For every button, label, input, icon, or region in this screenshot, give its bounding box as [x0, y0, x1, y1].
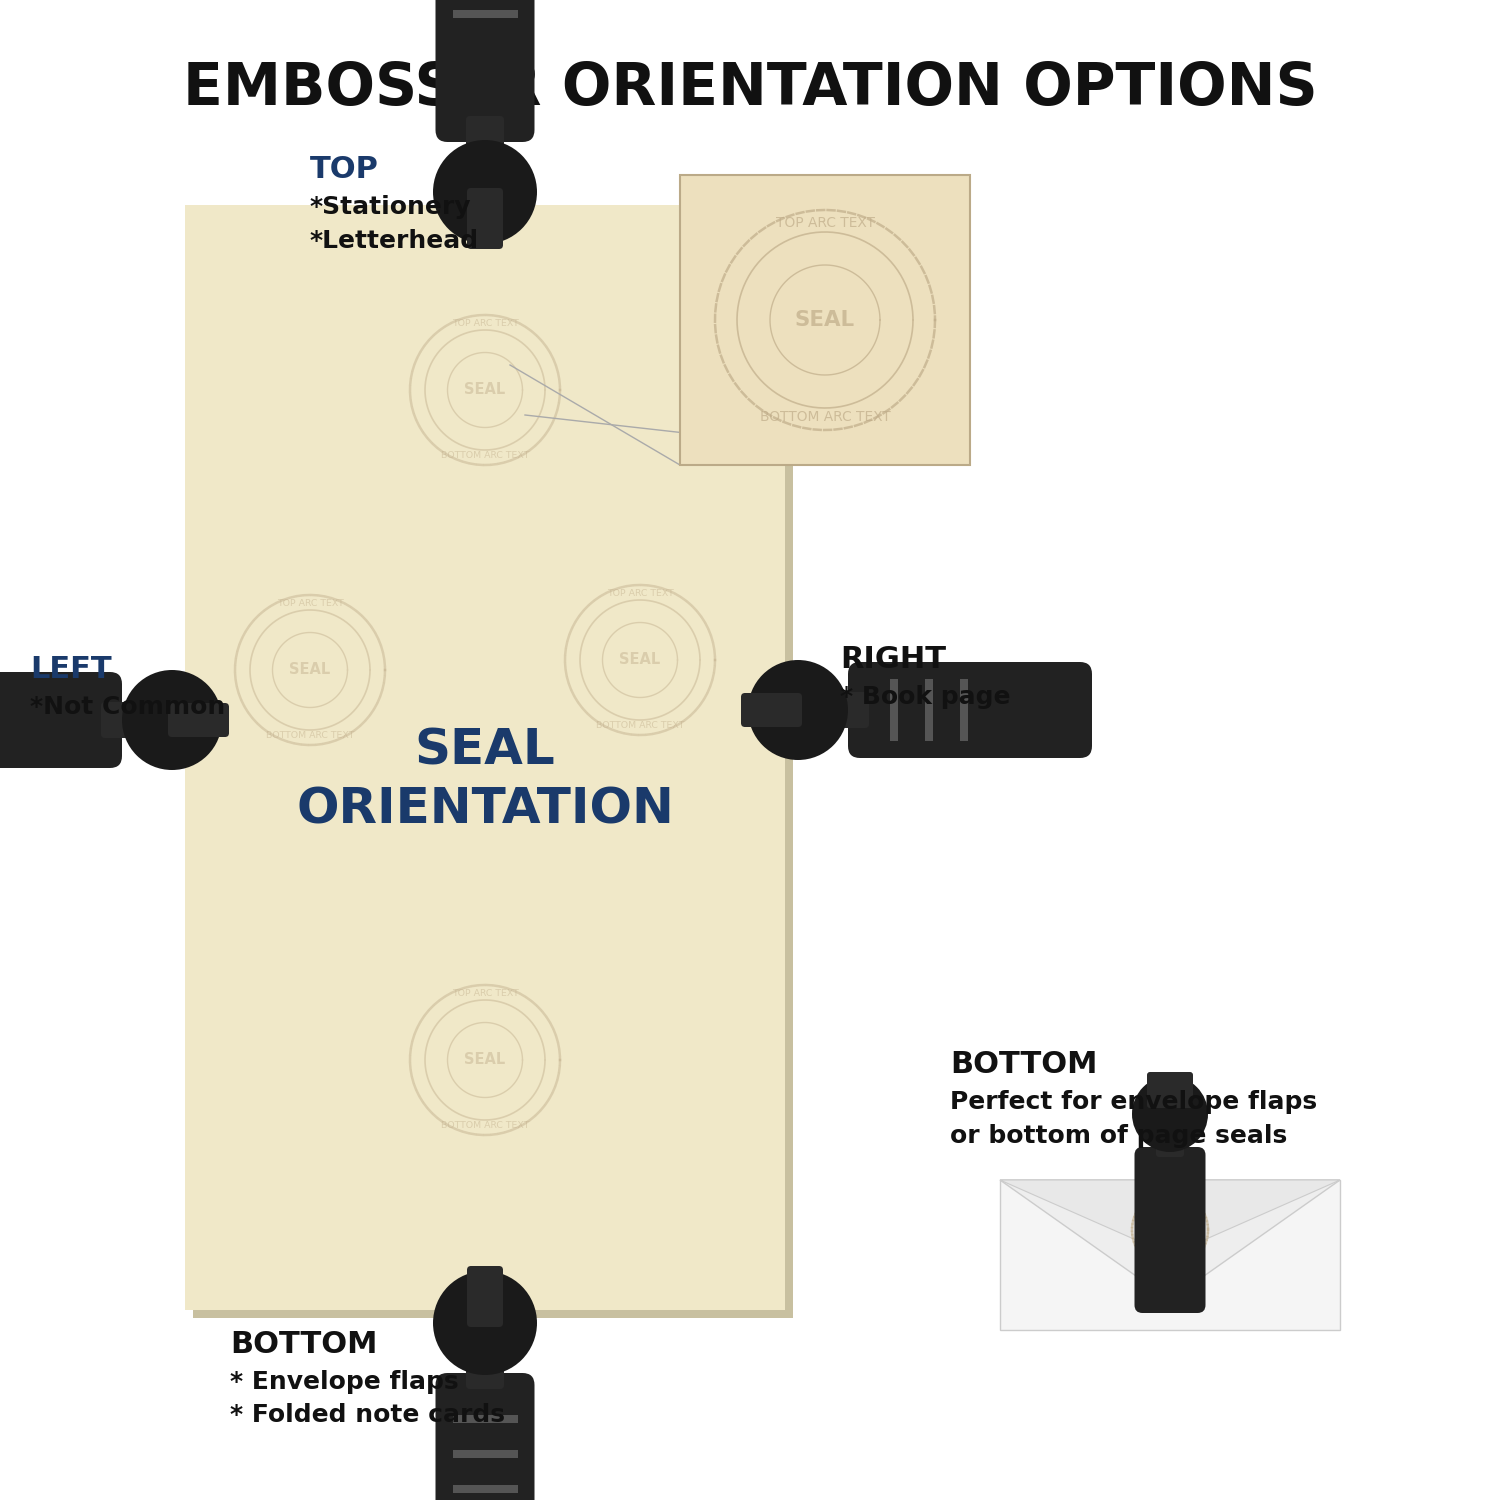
Text: BOTTOM ARC TEXT: BOTTOM ARC TEXT — [1144, 1262, 1196, 1266]
FancyBboxPatch shape — [100, 702, 170, 738]
Text: SEAL: SEAL — [465, 1053, 506, 1068]
Text: TOP ARC TEXT: TOP ARC TEXT — [276, 600, 344, 609]
Circle shape — [1132, 1076, 1208, 1152]
Text: *Stationery
*Letterhead: *Stationery *Letterhead — [310, 195, 478, 252]
Text: *Not Common: *Not Common — [30, 694, 225, 718]
Circle shape — [433, 140, 537, 244]
Polygon shape — [1000, 1180, 1340, 1300]
FancyBboxPatch shape — [435, 1372, 534, 1500]
Text: TOP ARC TEXT: TOP ARC TEXT — [606, 590, 674, 598]
FancyBboxPatch shape — [466, 188, 502, 249]
FancyBboxPatch shape — [0, 672, 122, 768]
Text: RIGHT: RIGHT — [840, 645, 946, 674]
Bar — [926, 680, 933, 741]
Text: BOTTOM: BOTTOM — [230, 1330, 378, 1359]
Text: SEAL: SEAL — [290, 663, 330, 678]
Text: TOP ARC TEXT: TOP ARC TEXT — [452, 990, 519, 999]
Bar — [890, 680, 898, 741]
FancyBboxPatch shape — [1156, 1112, 1184, 1156]
Bar — [184, 206, 784, 1310]
FancyBboxPatch shape — [435, 0, 534, 142]
FancyBboxPatch shape — [168, 704, 230, 736]
Text: * Envelope flaps
* Folded note cards: * Envelope flaps * Folded note cards — [230, 1370, 506, 1428]
Bar — [680, 176, 970, 465]
Text: * Book page: * Book page — [840, 686, 1011, 709]
FancyBboxPatch shape — [466, 1266, 502, 1328]
Text: SEAL: SEAL — [465, 382, 506, 398]
Text: SEAL: SEAL — [1158, 1226, 1182, 1234]
Text: LEFT: LEFT — [30, 656, 111, 684]
FancyBboxPatch shape — [466, 1322, 504, 1389]
Text: BOTTOM ARC TEXT: BOTTOM ARC TEXT — [759, 410, 891, 424]
Bar — [194, 213, 794, 1318]
Text: EMBOSSER ORIENTATION OPTIONS: EMBOSSER ORIENTATION OPTIONS — [183, 60, 1317, 117]
Text: SEAL: SEAL — [795, 310, 855, 330]
Polygon shape — [1000, 1180, 1340, 1256]
Bar — [453, 1485, 518, 1492]
Text: TOP ARC TEXT: TOP ARC TEXT — [452, 320, 519, 328]
Text: BOTTOM: BOTTOM — [950, 1050, 1098, 1078]
Circle shape — [433, 1270, 537, 1376]
Text: TOP: TOP — [310, 154, 380, 184]
Bar — [453, 1450, 518, 1458]
Bar — [960, 680, 968, 741]
FancyBboxPatch shape — [801, 692, 868, 728]
Text: TOP ARC TEXT: TOP ARC TEXT — [1150, 1194, 1190, 1198]
Text: TOP ARC TEXT: TOP ARC TEXT — [776, 216, 874, 229]
FancyBboxPatch shape — [1148, 1072, 1192, 1108]
Text: SEAL: SEAL — [620, 652, 660, 668]
FancyBboxPatch shape — [847, 662, 1092, 758]
Circle shape — [748, 660, 847, 760]
Text: BOTTOM ARC TEXT: BOTTOM ARC TEXT — [596, 722, 684, 730]
Text: BOTTOM ARC TEXT: BOTTOM ARC TEXT — [441, 1122, 530, 1131]
Text: SEAL
ORIENTATION: SEAL ORIENTATION — [296, 726, 674, 834]
Circle shape — [122, 670, 222, 770]
Text: Perfect for envelope flaps
or bottom of page seals: Perfect for envelope flaps or bottom of … — [950, 1090, 1317, 1148]
Bar — [1000, 1180, 1340, 1330]
FancyBboxPatch shape — [466, 116, 504, 184]
Bar — [453, 10, 518, 18]
Text: BOTTOM ARC TEXT: BOTTOM ARC TEXT — [266, 732, 354, 741]
Bar — [453, 1414, 518, 1424]
FancyBboxPatch shape — [741, 693, 802, 728]
FancyBboxPatch shape — [1134, 1148, 1206, 1312]
Text: BOTTOM ARC TEXT: BOTTOM ARC TEXT — [441, 452, 530, 460]
